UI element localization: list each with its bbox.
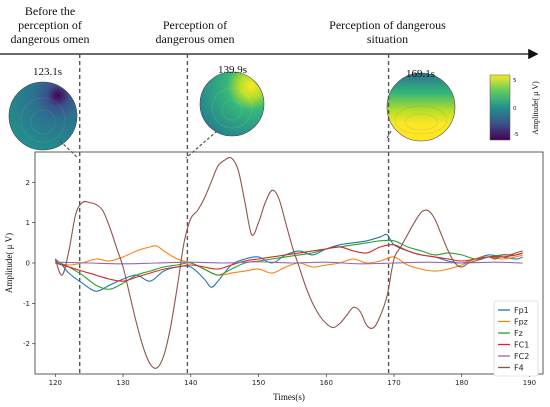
legend-label: Fpz — [514, 318, 528, 327]
topomap-1 — [8, 81, 78, 151]
legend-label: FC1 — [514, 341, 529, 350]
colorbar: 5 0 -5 Amplitude( μ V) — [489, 74, 540, 141]
connector-1 — [59, 140, 79, 159]
legend: Fp1 Fpz Fz FC1 FC2 F4 — [493, 300, 539, 377]
colorbar-tick-mid: 0 — [513, 106, 517, 112]
connector-3 — [385, 130, 392, 141]
y-tick-label: -2 — [23, 340, 30, 348]
legend-label: Fp1 — [514, 306, 529, 315]
phase-label-1: Before the perception of dangerous omen — [10, 4, 90, 46]
colorbar-tick-top: 5 — [513, 78, 517, 84]
x-tick-label: 120 — [49, 379, 62, 387]
series-line-fpz — [55, 245, 523, 276]
x-tick-label: 170 — [387, 379, 400, 387]
x-tick-label: 130 — [116, 379, 129, 387]
x-tick-label: 190 — [523, 379, 536, 387]
colorbar-tick-bottom: -5 — [513, 132, 519, 138]
topomap-1-time: 123.1s — [33, 66, 63, 78]
topomap-2-time: 139.9s — [218, 64, 248, 76]
y-axis-label: Amplitude( μ V) — [4, 233, 14, 293]
y-tick-label: -1 — [23, 300, 30, 308]
phase-label-2: Perception of dangerous omen — [155, 18, 235, 46]
topomap-3 — [386, 72, 456, 142]
series-line-fc1 — [55, 244, 523, 282]
legend-box — [493, 300, 539, 377]
y-tick-label: 1 — [26, 219, 30, 227]
topomap-2 — [199, 71, 265, 137]
legend-label: F4 — [514, 364, 524, 373]
topomap-3-time: 169.1s — [406, 68, 436, 80]
connector-2 — [185, 130, 218, 159]
legend-label: Fz — [514, 329, 523, 338]
x-axis-label: Times(s) — [273, 392, 305, 402]
series-line-fc2 — [55, 261, 523, 265]
legend-label: FC2 — [514, 352, 529, 361]
y-tick-label: 2 — [26, 179, 30, 187]
x-tick-label: 140 — [184, 379, 197, 387]
x-tick-label: 150 — [252, 379, 265, 387]
x-tick-label: 180 — [455, 379, 468, 387]
x-tick-label: 160 — [320, 379, 333, 387]
series-line-f4 — [54, 156, 523, 369]
phase-label-3: Perception of dangerous situation — [329, 18, 446, 46]
colorbar-label: Amplitude( μ V) — [531, 81, 540, 135]
y-tick-label: 0 — [26, 260, 30, 268]
